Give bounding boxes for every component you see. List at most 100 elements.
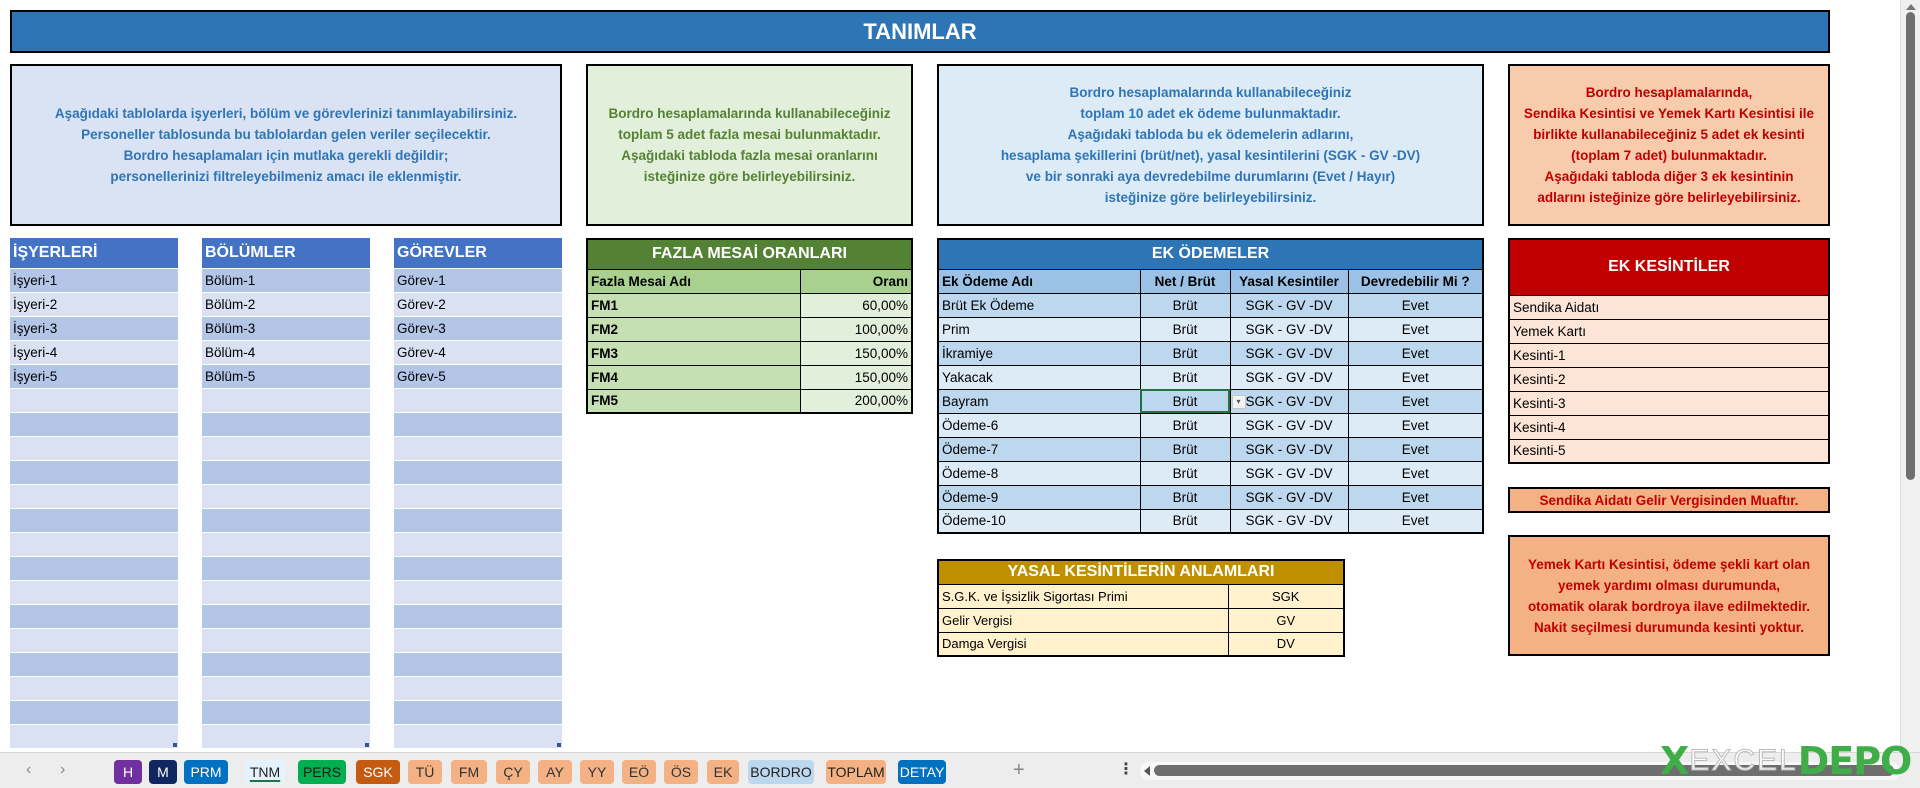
legal-deductions-cell[interactable]: SGK - GV -DV: [1229, 508, 1349, 534]
list-item[interactable]: [394, 508, 562, 532]
list-item[interactable]: [10, 628, 178, 652]
sheet-tab-detay[interactable]: DETAY: [898, 760, 946, 784]
legal-deductions-cell[interactable]: SGK - GV -DV: [1229, 340, 1349, 366]
list-item[interactable]: [10, 484, 178, 508]
transferable-cell[interactable]: Evet: [1347, 388, 1484, 414]
payment-name-cell[interactable]: Bayram: [937, 388, 1141, 414]
list-item[interactable]: [202, 460, 370, 484]
extra-deductions-title[interactable]: EK KESİNTİLER: [1508, 238, 1830, 296]
net-gross-cell[interactable]: Brüt: [1139, 340, 1231, 366]
positions-header[interactable]: GÖREVLER: [394, 238, 562, 268]
scroll-left-arrow-icon[interactable]: [1144, 766, 1150, 776]
next-sheet-arrow-icon[interactable]: ›: [60, 761, 66, 778]
list-item[interactable]: [202, 436, 370, 460]
list-item[interactable]: [10, 604, 178, 628]
list-item[interactable]: [10, 532, 178, 556]
list-item[interactable]: [202, 628, 370, 652]
column-header-overtime-name[interactable]: Fazla Mesai Adı: [586, 268, 801, 294]
payment-name-cell[interactable]: Ödeme-8: [937, 460, 1141, 486]
list-item[interactable]: Bölüm-5: [202, 364, 370, 388]
dropdown-arrow-icon[interactable]: ▾: [1231, 394, 1246, 409]
transferable-cell[interactable]: Evet: [1347, 460, 1484, 486]
sheet-tab-ay[interactable]: AY: [538, 760, 572, 784]
list-item[interactable]: [394, 676, 562, 700]
table-resize-handle[interactable]: [365, 743, 369, 747]
deduction-name-cell[interactable]: Yemek Kartı: [1508, 318, 1830, 344]
list-item[interactable]: [394, 652, 562, 676]
payment-name-cell[interactable]: Ödeme-9: [937, 484, 1141, 510]
net-gross-cell[interactable]: Brüt: [1139, 412, 1231, 438]
payment-name-cell[interactable]: Ödeme-10: [937, 508, 1141, 534]
selected-cell[interactable]: Brüt ▾: [1139, 388, 1246, 414]
list-item[interactable]: [394, 556, 562, 580]
list-item[interactable]: [10, 436, 178, 460]
list-item[interactable]: [394, 460, 562, 484]
overtime-rate-cell[interactable]: 150,00%: [799, 340, 913, 366]
legal-deductions-cell[interactable]: SGK - GV -DV: [1229, 436, 1349, 462]
legal-deductions-title[interactable]: YASAL KESİNTİLERİN ANLAMLARI: [937, 559, 1345, 585]
transferable-cell[interactable]: Evet: [1347, 436, 1484, 462]
extra-payments-title[interactable]: EK ÖDEMELER: [937, 238, 1484, 270]
list-item[interactable]: [394, 700, 562, 724]
payment-name-cell[interactable]: Ödeme-6: [937, 412, 1141, 438]
transferable-cell[interactable]: Evet: [1347, 340, 1484, 366]
list-item[interactable]: [394, 724, 562, 748]
list-item[interactable]: [202, 556, 370, 580]
list-item[interactable]: [202, 580, 370, 604]
net-gross-cell[interactable]: Brüt: [1139, 436, 1231, 462]
list-item[interactable]: [202, 724, 370, 748]
deduction-meaning-cell[interactable]: Gelir Vergisi: [937, 607, 1229, 633]
sheet-tab-h[interactable]: H: [114, 760, 142, 784]
list-item[interactable]: İşyeri-5: [10, 364, 178, 388]
sheet-tab-fm[interactable]: FM: [451, 760, 487, 784]
legal-deductions-cell[interactable]: SGK - GV -DV: [1229, 484, 1349, 510]
departments-header[interactable]: BÖLÜMLER: [202, 238, 370, 268]
list-item[interactable]: [202, 484, 370, 508]
deduction-meaning-cell[interactable]: Damga Vergisi: [937, 631, 1229, 657]
list-item[interactable]: İşyeri-1: [10, 268, 178, 292]
sheet-tab-bordro[interactable]: BORDRO: [748, 760, 814, 784]
list-item[interactable]: [394, 436, 562, 460]
deduction-name-cell[interactable]: Kesinti-2: [1508, 366, 1830, 392]
list-item[interactable]: [202, 412, 370, 436]
list-item[interactable]: [10, 724, 178, 748]
legal-deductions-cell[interactable]: SGK - GV -DV: [1229, 412, 1349, 438]
horizontal-scrollbar[interactable]: [1140, 762, 1900, 780]
list-item[interactable]: İşyeri-3: [10, 316, 178, 340]
net-gross-cell[interactable]: Brüt: [1139, 364, 1231, 390]
overtime-rate-cell[interactable]: 200,00%: [799, 388, 913, 414]
list-item[interactable]: İşyeri-2: [10, 292, 178, 316]
overtime-name-cell[interactable]: FM2: [586, 316, 801, 342]
deduction-name-cell[interactable]: Sendika Aidatı: [1508, 294, 1830, 320]
list-item[interactable]: [10, 676, 178, 700]
list-item[interactable]: [202, 508, 370, 532]
overtime-name-cell[interactable]: FM5: [586, 388, 801, 414]
scroll-up-arrow-icon[interactable]: [1906, 4, 1916, 10]
transferable-cell[interactable]: Evet: [1347, 412, 1484, 438]
list-item[interactable]: [394, 580, 562, 604]
overtime-name-cell[interactable]: FM3: [586, 340, 801, 366]
horizontal-scroll-thumb[interactable]: [1154, 765, 1894, 776]
sheet-tab-pers[interactable]: PERS: [298, 760, 346, 784]
net-gross-cell[interactable]: Brüt: [1139, 508, 1231, 534]
sheet-tab-yy[interactable]: YY: [580, 760, 614, 784]
list-item[interactable]: [394, 604, 562, 628]
payment-name-cell[interactable]: Brüt Ek Ödeme: [937, 292, 1141, 318]
list-item[interactable]: [10, 412, 178, 436]
net-gross-cell[interactable]: Brüt: [1139, 484, 1231, 510]
payment-name-cell[interactable]: Ödeme-7: [937, 436, 1141, 462]
list-item[interactable]: [202, 652, 370, 676]
table-resize-handle[interactable]: [557, 743, 561, 747]
net-gross-cell[interactable]: Brüt: [1139, 460, 1231, 486]
table-resize-handle[interactable]: [173, 743, 177, 747]
column-header-legal-deductions[interactable]: Yasal Kesintiler: [1229, 268, 1349, 294]
vertical-scrollbar[interactable]: [1900, 0, 1920, 752]
sheet-tab-tü[interactable]: TÜ: [408, 760, 442, 784]
list-item[interactable]: Görev-5: [394, 364, 562, 388]
list-item[interactable]: [394, 532, 562, 556]
sheet-tab-sgk[interactable]: SGK: [356, 760, 400, 784]
list-item[interactable]: [202, 700, 370, 724]
deduction-code-cell[interactable]: GV: [1227, 607, 1345, 633]
overtime-rate-cell[interactable]: 100,00%: [799, 316, 913, 342]
list-item[interactable]: Bölüm-2: [202, 292, 370, 316]
